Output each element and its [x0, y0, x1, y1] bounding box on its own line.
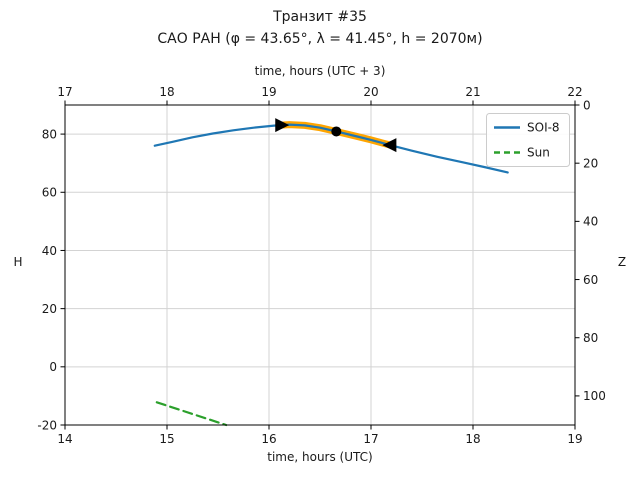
- tick-label-left: 40: [42, 244, 57, 258]
- tick-label-bottom: 18: [465, 432, 480, 446]
- tick-label-right: 40: [583, 215, 598, 229]
- tick-label-top: 21: [465, 85, 480, 99]
- legend-label-soi8: SOI-8: [527, 121, 560, 135]
- tick-label-top: 18: [159, 85, 174, 99]
- tick-label-right: 100: [583, 389, 606, 403]
- tick-label-bottom: 14: [57, 432, 72, 446]
- right-axis-label: Z: [618, 255, 626, 269]
- tick-label-bottom: 17: [363, 432, 378, 446]
- tick-label-right: 0: [583, 98, 591, 112]
- series-line-sun: [155, 401, 228, 427]
- tick-label-right: 20: [583, 156, 598, 170]
- tick-label-left: 60: [42, 186, 57, 200]
- transit-mid-marker: [331, 126, 342, 137]
- axes-frame: [64, 104, 576, 426]
- chart-title: Транзит #35: [272, 9, 367, 25]
- tick-label-right: 60: [583, 273, 598, 287]
- transit-end-marker: [382, 138, 397, 153]
- tick-label-left: 20: [42, 302, 57, 316]
- tick-label-bottom: 19: [567, 432, 582, 446]
- legend-label-sun: Sun: [527, 146, 550, 160]
- series-line-soi-8: [153, 123, 509, 174]
- legend: SOI-8 Sun: [486, 113, 570, 167]
- transit-start-marker: [275, 118, 290, 133]
- tick-label-right: 80: [583, 331, 598, 345]
- tick-label-top: 19: [261, 85, 276, 99]
- axes-frame-and-ticks: 14 15 16 17 18 19 17 18 19 20 21 22 -20 0 20 40 60 80 0 20 4…: [37, 85, 606, 446]
- tick-label-top: 22: [567, 85, 582, 99]
- tick-label-top: 17: [57, 85, 72, 99]
- bottom-axis-label: time, hours (UTC): [267, 450, 372, 464]
- data-series: [153, 121, 509, 427]
- tick-label-bottom: 15: [159, 432, 174, 446]
- tick-label-bottom: 16: [261, 432, 276, 446]
- transit-markers: [275, 118, 397, 153]
- top-axis-label: time, hours (UTC + 3): [255, 64, 386, 78]
- tick-label-left: 80: [42, 127, 57, 141]
- chart-subtitle: САО РАН (φ = 43.65°, λ = 41.45°, h = 207…: [157, 31, 482, 47]
- tick-label-left: 0: [49, 360, 57, 374]
- tick-label-left: -20: [37, 418, 57, 432]
- left-axis-label: H: [13, 255, 22, 269]
- tick-label-top: 20: [363, 85, 378, 99]
